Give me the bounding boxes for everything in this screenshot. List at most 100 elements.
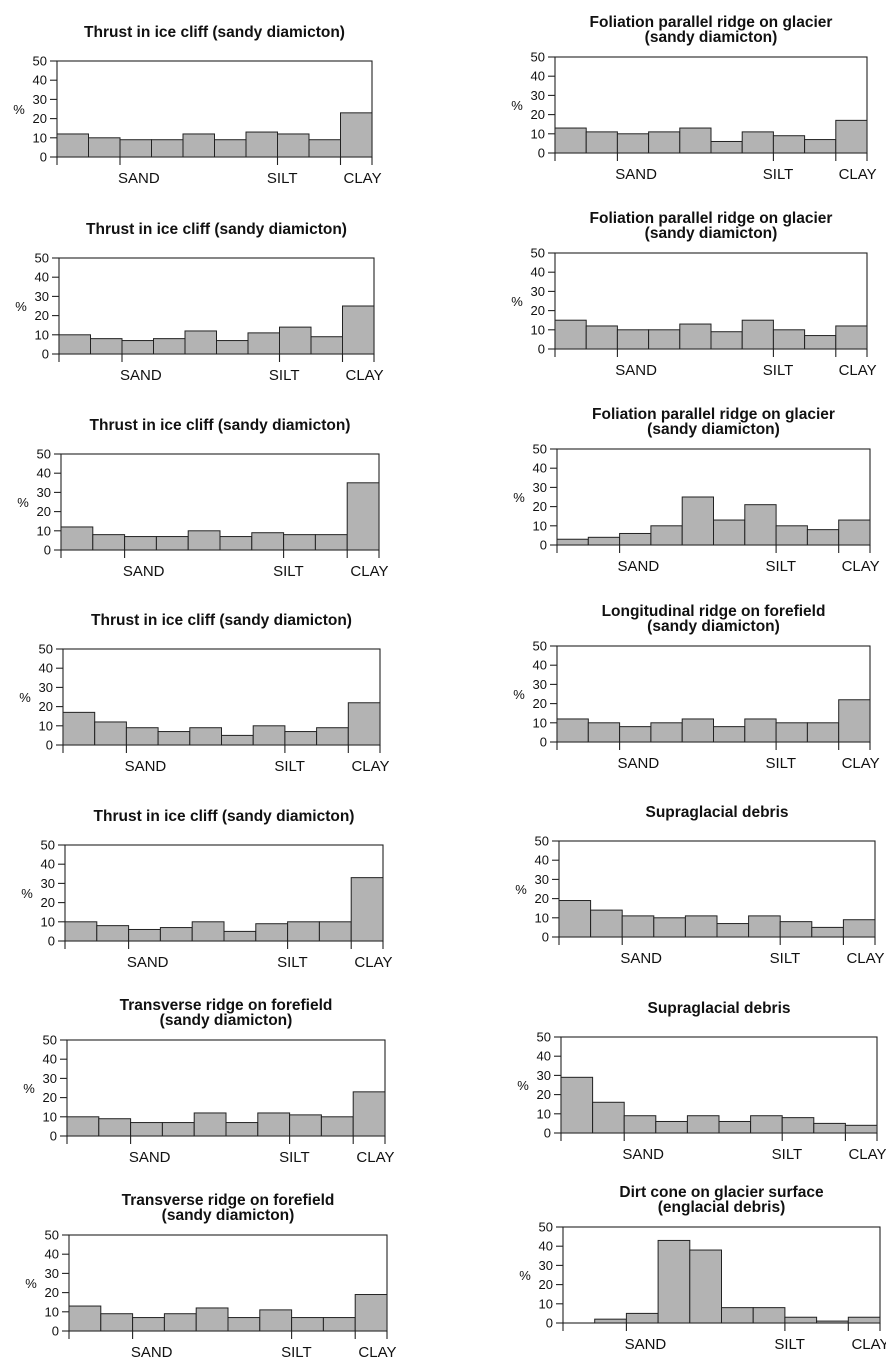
histogram-bar	[650, 525, 683, 546]
histogram-bar	[354, 1294, 388, 1332]
size-class-label: CLAY	[346, 367, 384, 384]
histogram-bar	[713, 519, 746, 546]
size-class-label: SAND	[615, 166, 657, 183]
y-tick-label: 30	[533, 480, 547, 495]
histogram-bar	[744, 718, 777, 743]
histogram-bar	[214, 139, 247, 158]
size-class-label: SAND	[120, 367, 162, 384]
y-tick-label: 0	[48, 934, 55, 949]
chart-title: Supraglacial debris	[648, 1000, 791, 1017]
histogram-bar	[187, 530, 221, 551]
y-tick-label: 50	[533, 639, 547, 654]
size-class-label: SAND	[127, 954, 169, 971]
histogram-bar	[623, 1115, 657, 1134]
size-class-label: SILT	[772, 1146, 803, 1163]
histogram-bar	[60, 526, 94, 551]
chart-title: Longitudinal ridge on forefield	[602, 603, 826, 620]
chart-title: (sandy diamicton)	[647, 421, 780, 438]
histogram-bar	[716, 923, 750, 938]
histogram-bar	[585, 131, 618, 154]
y-tick-label: 40	[531, 69, 545, 84]
size-class-label: SILT	[273, 563, 304, 580]
histogram-bar	[681, 718, 715, 743]
histogram-bar	[590, 909, 623, 938]
y-tick-label: 30	[37, 485, 51, 500]
histogram-bar	[842, 919, 876, 938]
histogram-panel-12: Supraglacial debris 0 10 20 30 40 50% SAND SILT C…	[517, 1000, 886, 1163]
histogram-bar	[163, 1313, 197, 1332]
histogram-bar	[96, 925, 130, 942]
histogram-bar	[779, 921, 813, 938]
histogram-bar	[132, 1317, 165, 1332]
histogram-bar	[314, 534, 348, 551]
histogram-bar	[556, 538, 589, 546]
histogram-bar	[816, 1320, 849, 1324]
histogram-bar	[804, 139, 837, 154]
histogram-bar	[806, 529, 840, 546]
y-tick-label: 50	[39, 642, 53, 657]
y-axis-label: %	[511, 294, 523, 309]
histogram-bar	[58, 334, 91, 355]
histogram-bar	[189, 727, 223, 746]
y-tick-label: 0	[46, 738, 53, 753]
y-tick-label: 20	[531, 303, 545, 318]
y-tick-label: 50	[539, 1220, 553, 1235]
y-tick-label: 0	[44, 543, 51, 558]
histogram-bar	[128, 928, 161, 942]
histogram-bar	[130, 1122, 163, 1137]
y-tick-label: 10	[535, 910, 549, 925]
size-class-label: CLAY	[851, 1336, 886, 1353]
size-class-label: SILT	[269, 367, 300, 384]
histogram-bar	[308, 139, 341, 158]
histogram-panel-11: Transverse ridge on forefield(sandy diam…	[23, 997, 394, 1166]
histogram-bar	[284, 731, 318, 746]
histogram-bar	[744, 504, 777, 546]
histogram-bar	[62, 711, 96, 746]
histogram-bar	[119, 139, 152, 158]
y-tick-label: 40	[533, 658, 547, 673]
y-tick-label: 50	[37, 447, 51, 462]
chart-title: Foliation parallel ridge on glacier	[592, 406, 835, 423]
histogram-bar	[721, 1307, 754, 1324]
y-tick-label: 0	[40, 150, 47, 165]
histogram-bar	[289, 1114, 322, 1137]
histogram-bar	[191, 921, 225, 942]
histogram-bar	[838, 699, 871, 743]
histogram-bar	[587, 536, 621, 546]
y-tick-label: 40	[35, 270, 49, 285]
y-tick-label: 50	[537, 1030, 551, 1045]
y-tick-label: 0	[546, 1316, 553, 1331]
histogram-bar	[66, 1116, 100, 1137]
size-class-label: CLAY	[848, 1146, 886, 1163]
histogram-bar	[556, 718, 589, 743]
y-tick-label: 10	[539, 1296, 553, 1311]
chart-title: Thrust in ice cliff (sandy diamicton)	[84, 24, 345, 41]
histogram-bar	[279, 326, 312, 355]
histogram-bar	[655, 1120, 688, 1134]
histogram-bar	[621, 915, 655, 938]
histogram-panel-13: Transverse ridge on forefield(sandy diam…	[25, 1192, 396, 1361]
size-class-label: SAND	[123, 563, 165, 580]
histogram-bar	[318, 921, 352, 942]
y-tick-label: 10	[37, 523, 51, 538]
histogram-bar	[806, 722, 840, 743]
y-tick-label: 20	[41, 895, 55, 910]
histogram-bar	[287, 921, 320, 942]
y-tick-label: 20	[537, 1087, 551, 1102]
y-tick-label: 20	[37, 504, 51, 519]
chart-title: (sandy diamicton)	[160, 1012, 293, 1029]
size-class-label: SAND	[625, 1336, 667, 1353]
y-tick-label: 20	[33, 111, 47, 126]
y-tick-label: 50	[535, 834, 549, 849]
y-tick-label: 10	[45, 1304, 59, 1319]
histogram-bar	[153, 338, 186, 355]
histogram-bar	[125, 727, 159, 746]
histogram-bar	[277, 133, 310, 158]
histogram-bar	[625, 1312, 659, 1324]
histogram-bar	[223, 930, 257, 942]
size-class-label: SILT	[774, 1336, 805, 1353]
histogram-bar	[616, 133, 650, 154]
y-tick-label: 40	[37, 466, 51, 481]
histogram-bar	[98, 1118, 132, 1137]
histogram-bar	[157, 731, 191, 746]
